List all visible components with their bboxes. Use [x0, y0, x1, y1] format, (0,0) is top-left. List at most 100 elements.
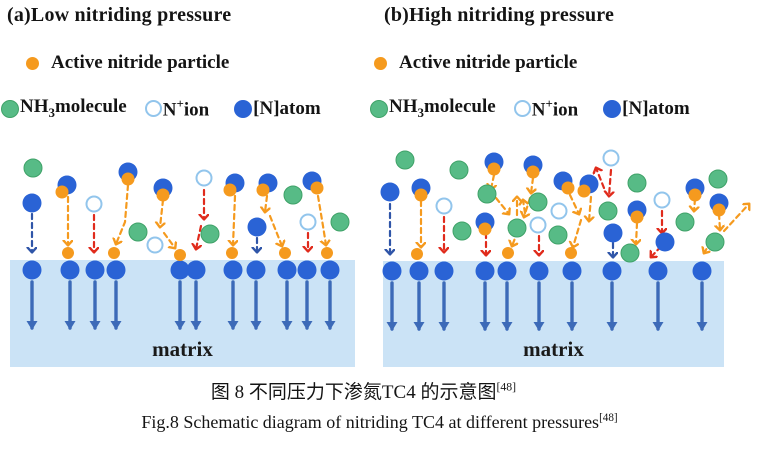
orange-dashed-arrow	[494, 196, 509, 214]
orange-dashed-arrow	[233, 194, 235, 245]
n-plus-ion	[435, 197, 453, 215]
n-atom	[247, 217, 267, 237]
orange-dashed-arrow	[636, 221, 637, 244]
caption-reference: [48]	[496, 380, 517, 394]
active-particle-label: Active nitride particle	[399, 52, 578, 73]
n-plus-ion	[653, 191, 671, 209]
n-plus-ion-icon	[144, 100, 162, 118]
n-atom	[382, 261, 402, 281]
nion-label-post: ion	[183, 99, 210, 121]
orange-dashed-arrow	[531, 176, 533, 193]
nion-label: N	[531, 99, 546, 121]
orange-dashed-arrow	[316, 194, 326, 245]
active-nitride-particle	[577, 184, 591, 198]
n-atom	[277, 260, 297, 280]
n-atom	[529, 261, 549, 281]
n-atom	[297, 260, 317, 280]
active-particle-icon	[374, 56, 387, 70]
active-nitride-particle	[565, 247, 577, 259]
active-nitride-particle	[712, 203, 726, 217]
caption-chinese-text: 图 8 不同压力下渗氮TC4 的示意图	[210, 382, 497, 403]
active-nitride-particle	[256, 183, 270, 197]
nh3-molecule	[528, 192, 548, 212]
orange-dashed-arrow	[722, 204, 749, 233]
n-atom	[602, 261, 622, 281]
n-plus-ion	[529, 216, 547, 234]
nh3-subscript: 3	[417, 105, 424, 121]
n-plus-ion	[550, 202, 568, 220]
n-atom	[655, 232, 675, 252]
n-atom-icon	[234, 99, 253, 118]
n-atom	[186, 260, 206, 280]
legend-item-nh3: NH3molecule	[370, 96, 496, 121]
caption-english: Fig.8 Schematic diagram of nitriding TC4…	[0, 412, 759, 433]
nh3-molecule-icon	[1, 99, 19, 118]
legend-a-active-particle: Active nitride particle	[26, 52, 229, 74]
n-plus-ion-icon	[513, 100, 531, 118]
active-nitride-particle	[630, 210, 644, 224]
nh3-molecule	[200, 224, 220, 244]
red-dashed-arrow	[596, 168, 606, 190]
nh3-subscript: 3	[48, 105, 55, 121]
nh3-molecule	[128, 222, 148, 242]
panel-b-title: (b)High nitriding pressure	[384, 4, 615, 26]
active-nitride-particle	[487, 162, 501, 176]
n-plus-ion	[602, 149, 620, 167]
nh3-molecule	[23, 158, 43, 178]
nh3-molecule	[283, 185, 303, 205]
n-atom-icon	[603, 99, 622, 118]
orange-dashed-arrow	[573, 218, 583, 247]
active-nitride-particle	[156, 188, 170, 202]
orange-dashed-arrow	[265, 194, 267, 212]
nh3-label: NH	[20, 96, 49, 118]
nh3-molecule	[620, 243, 640, 263]
n-atom	[60, 260, 80, 280]
active-particle-icon	[26, 56, 39, 70]
active-nitride-particle	[414, 188, 428, 202]
active-nitride-particle	[502, 247, 514, 259]
nh3-molecule	[708, 169, 728, 189]
caption-english-text: Fig.8 Schematic diagram of nitriding TC4…	[141, 412, 600, 432]
legend-a-species: NH3molecule N+ion [N]atom	[1, 96, 321, 121]
nh3-molecule	[627, 173, 647, 193]
legend-item-nh3: NH3molecule	[1, 96, 127, 121]
orange-dashed-arrow	[116, 183, 130, 244]
n-atom	[246, 260, 266, 280]
nion-label: N	[162, 99, 177, 121]
caption-chinese: 图 8 不同压力下渗氮TC4 的示意图[48]	[0, 377, 743, 404]
n-atom	[85, 260, 105, 280]
n-atom	[223, 260, 243, 280]
n-atom	[22, 193, 42, 213]
active-nitride-particle	[108, 247, 120, 259]
nh3-molecule	[395, 150, 415, 170]
n-atom	[22, 260, 42, 280]
n-atom	[320, 260, 340, 280]
nh3-label: NH	[389, 96, 418, 118]
active-nitride-particle	[279, 247, 291, 259]
active-nitride-particle	[526, 165, 540, 179]
orange-dashed-arrow	[162, 231, 175, 248]
red-dashed-arrow	[196, 224, 203, 249]
orange-dashed-arrow	[568, 193, 579, 214]
active-nitride-particle	[310, 181, 324, 195]
matrix-label: matrix	[523, 337, 584, 361]
active-nitride-particle	[478, 222, 492, 236]
nh3-molecule	[477, 184, 497, 204]
n-atom	[434, 261, 454, 281]
legend-item-natom: [N]atom	[603, 98, 690, 120]
n-atom	[603, 223, 623, 243]
nh3-molecule	[548, 225, 568, 245]
orange-dashed-arrow	[268, 214, 282, 246]
active-nitride-particle	[321, 247, 333, 259]
legend-b-active-particle: Active nitride particle	[374, 52, 577, 74]
orange-dashed-arrow	[160, 198, 163, 227]
n-atom	[106, 260, 126, 280]
matrix-label: matrix	[152, 337, 213, 361]
n-atom	[562, 261, 582, 281]
active-particle-label: Active nitride particle	[51, 52, 230, 73]
nion-superscript: +	[176, 96, 184, 111]
nh3-molecule	[705, 232, 725, 252]
n-plus-ion	[195, 169, 213, 187]
